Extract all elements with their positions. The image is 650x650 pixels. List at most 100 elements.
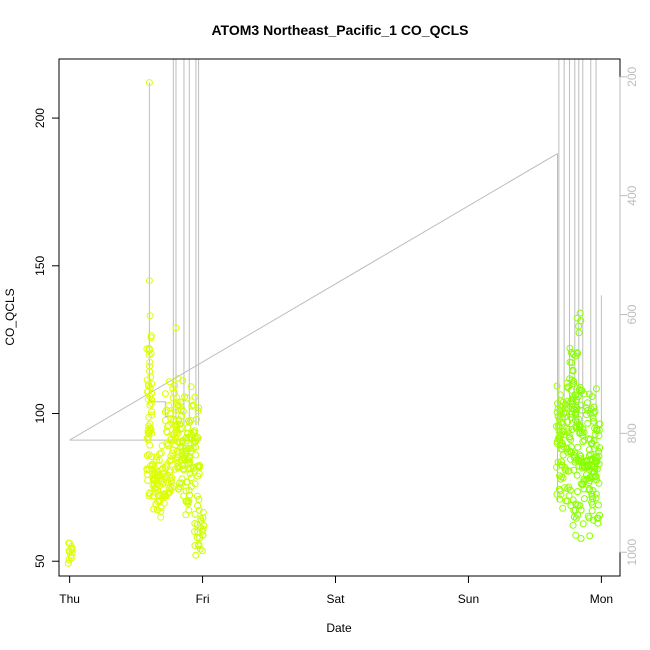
data-point [183,437,191,445]
data-point [558,458,565,466]
data-point [573,396,581,403]
data-point [157,508,165,515]
data-point [64,559,72,567]
data-point [178,475,186,483]
data-point [178,412,186,420]
data-point [579,425,587,433]
data-point [147,399,155,407]
data-point [178,462,186,470]
data-point [177,398,185,406]
data-point [152,485,160,493]
data-point [160,478,168,486]
data-point [558,439,566,446]
data-point [167,466,174,474]
data-point [593,426,601,434]
data-point [595,447,603,455]
data-point [592,494,600,502]
data-point [580,495,588,503]
data-point [183,478,190,486]
data-point [146,401,154,409]
data-point [568,359,576,367]
data-point [184,430,191,438]
data-point [172,324,180,332]
data-point [146,362,153,370]
data-point [580,428,588,436]
data-point [557,487,564,495]
data-point [68,545,76,553]
data-point [148,465,156,473]
data-point [165,422,172,429]
data-point [559,414,567,422]
data-point [559,419,567,427]
data-point [153,453,161,461]
data-point [145,344,153,352]
chart-title: ATOM3 Northeast_Pacific_1 CO_QCLS [211,22,468,38]
data-point [188,402,196,410]
x-tick-label: Mon [590,592,613,606]
y-axis: 50 100 150 200 [33,108,60,568]
data-point [177,406,185,414]
data-point [561,401,569,409]
data-point [565,483,573,491]
data-point [566,486,574,494]
data-point [195,404,203,412]
data-point [583,411,590,419]
data-point [170,436,178,444]
data-point [567,349,575,356]
y2-tick-label: 200 [625,66,639,86]
data-point [574,501,582,509]
data-point [590,409,598,417]
data-point [563,424,571,432]
data-point [198,547,206,555]
data-point [190,463,198,471]
data-point [190,439,198,447]
x-tick-label: Fri [196,592,210,606]
data-point [171,382,179,389]
data-point [193,534,201,542]
data-point [146,312,154,320]
data-point [163,428,171,435]
data-point [583,399,591,407]
data-point [565,467,573,475]
data-point [183,497,191,505]
data-point [146,358,154,366]
data-point [187,430,195,438]
data-point [167,410,175,418]
data-point [148,453,155,460]
data-point [195,496,203,503]
data-point [145,79,153,87]
data-point [585,390,593,398]
y2-tick-label: 400 [625,185,639,205]
data-point [553,382,561,390]
data-point [164,440,172,448]
data-point [556,437,564,445]
data-point [154,468,162,476]
data-point [577,535,585,542]
data-point [582,476,590,484]
data-point [145,451,153,458]
data-point [173,398,181,406]
data-point [145,413,153,421]
data-point [179,407,187,415]
data-point [191,510,199,518]
data-point [596,511,604,519]
data-point [571,449,579,457]
data-point [592,490,600,498]
data-point [569,400,577,408]
data-point [195,506,203,514]
data-point [176,420,184,428]
data-point [575,329,583,337]
data-point [176,483,184,491]
x-tick-label: Thu [59,592,80,606]
data-point [574,443,582,451]
data-point [192,551,200,559]
data-point [555,427,563,435]
data-point [145,492,153,500]
data-point [585,435,592,443]
data-point [184,456,192,464]
data-point [576,429,584,437]
data-point [585,446,593,454]
data-point [593,458,601,465]
data-point [580,390,588,398]
data-point [570,380,578,388]
